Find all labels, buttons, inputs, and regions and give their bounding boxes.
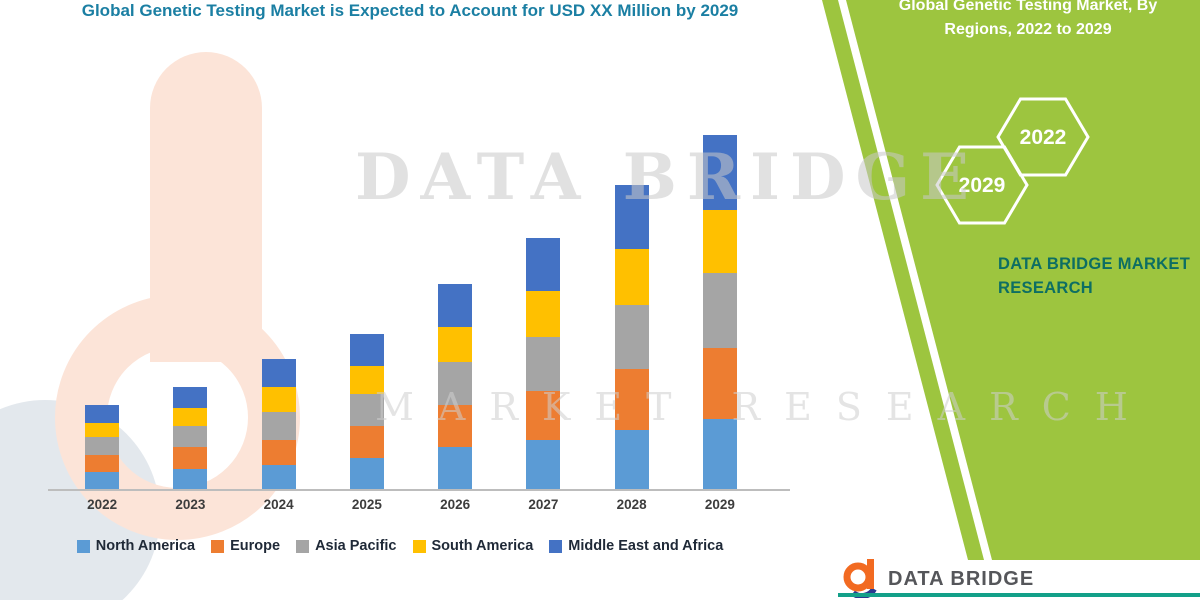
bar-segment-europe [438,404,473,448]
bar-segment-north-america [261,465,296,490]
bar-segment-north-america [173,468,208,490]
bar-segment-asia-pacific [173,426,208,448]
bar-segment-europe [614,369,649,430]
legend-label-south-america: South America [431,538,534,554]
bar-segment-europe [526,390,561,441]
stacked-bar-2025 [349,333,384,490]
bar-segment-south-america [85,422,120,437]
bar-segment-north-america [85,472,120,490]
bar-segment-europe [173,447,208,469]
stacked-bar-2026 [438,284,473,490]
hexagon-2022-label: 2022 [1020,126,1067,149]
x-tick-label-2026: 2026 [440,497,471,512]
x-tick-label-2023: 2023 [175,497,206,512]
side-panel-heading: Global Genetic Testing Market, By Region… [898,0,1158,38]
legend-label-asia-pacific: Asia Pacific [315,538,397,554]
legend-item-europe: Europe [211,538,280,554]
x-tick-label-2029: 2029 [704,497,735,512]
bar-segment-south-america [702,209,737,274]
bar-segment-middle-east-and-africa [702,135,737,210]
bar-segment-middle-east-and-africa [614,184,649,249]
bar-segment-south-america [349,365,384,395]
x-tick-label-2022: 2022 [87,497,118,512]
footer-accent-line [838,593,1200,597]
stacked-bar-2024 [261,358,296,490]
chart-title: Global Genetic Testing Market is Expecte… [81,1,739,20]
hexagon-2029-outline [935,145,1029,225]
bar-segment-middle-east-and-africa [349,333,384,366]
bar-segment-europe [702,348,737,419]
legend-swatch-asia-pacific [296,539,310,553]
bar-segment-middle-east-and-africa [85,404,120,423]
legend-item-asia-pacific: Asia Pacific [296,538,397,554]
bar-segment-europe [261,440,296,466]
bar-segment-europe [349,426,384,459]
x-tick-label-2027: 2027 [528,497,559,512]
bar-segment-asia-pacific [438,362,473,405]
stacked-bar-2022 [85,404,120,490]
year-hexagons: 2022 2029 [935,97,1090,225]
bar-segment-asia-pacific [614,305,649,370]
plot-area [58,120,764,490]
bar-segment-middle-east-and-africa [526,237,561,292]
bar-segment-north-america [702,419,737,490]
legend-label-middle-east-and-africa: Middle East and Africa [568,538,724,554]
bar-segment-middle-east-and-africa [261,358,296,388]
bar-segment-asia-pacific [526,337,561,391]
x-tick-label-2024: 2024 [263,497,294,512]
bar-segment-north-america [349,458,384,490]
x-axis-line [48,489,790,491]
bar-segment-south-america [526,291,561,338]
bar-segment-south-america [438,326,473,363]
legend-swatch-europe [211,539,225,553]
footer-brand-text: DATA BRIDGE [888,568,1035,590]
bar-segment-south-america [261,387,296,412]
logo-orange-ring [843,562,873,592]
data-bridge-logo [843,559,877,598]
bar-segment-north-america [614,429,649,490]
bar-segment-asia-pacific [702,273,737,348]
x-axis-labels: 2022 2023 2024 2025 2026 2027 2028 2029 [58,497,764,512]
chart-legend: North America Europe Asia Pacific South Ame… [0,538,800,554]
bar-segment-south-america [614,248,649,306]
legend-item-north-america: North America [76,538,196,554]
bar-segment-asia-pacific [85,436,120,455]
bar-segment-south-america [173,408,208,427]
logo-orange-stem [867,559,874,589]
legend-swatch-south-america [412,539,426,553]
bar-segment-asia-pacific [349,394,384,427]
legend-item-middle-east-and-africa: Middle East and Africa [549,538,723,554]
stacked-bar-2029 [702,135,737,490]
side-panel-brand-text: DATA BRIDGE MARKET RESEARCH [998,255,1191,297]
x-tick-label-2025: 2025 [351,497,382,512]
bar-segment-north-america [526,440,561,490]
legend-label-europe: Europe [230,538,281,554]
stacked-bar-2027 [526,237,561,490]
legend-item-south-america: South America [412,538,534,554]
legend-swatch-north-america [76,539,90,553]
x-tick-label-2028: 2028 [616,497,647,512]
legend-label-north-america: North America [95,538,196,554]
stacked-bar-2023 [173,387,208,490]
bar-segment-europe [85,454,120,473]
bar-segment-middle-east-and-africa [173,387,208,409]
bar-segment-middle-east-and-africa [438,284,473,327]
legend-swatch-middle-east-and-africa [549,539,563,553]
bar-segment-north-america [438,447,473,490]
bar-segment-asia-pacific [261,411,296,441]
stacked-bar-2028 [614,184,649,490]
hexagon-2029-label: 2029 [959,174,1006,197]
